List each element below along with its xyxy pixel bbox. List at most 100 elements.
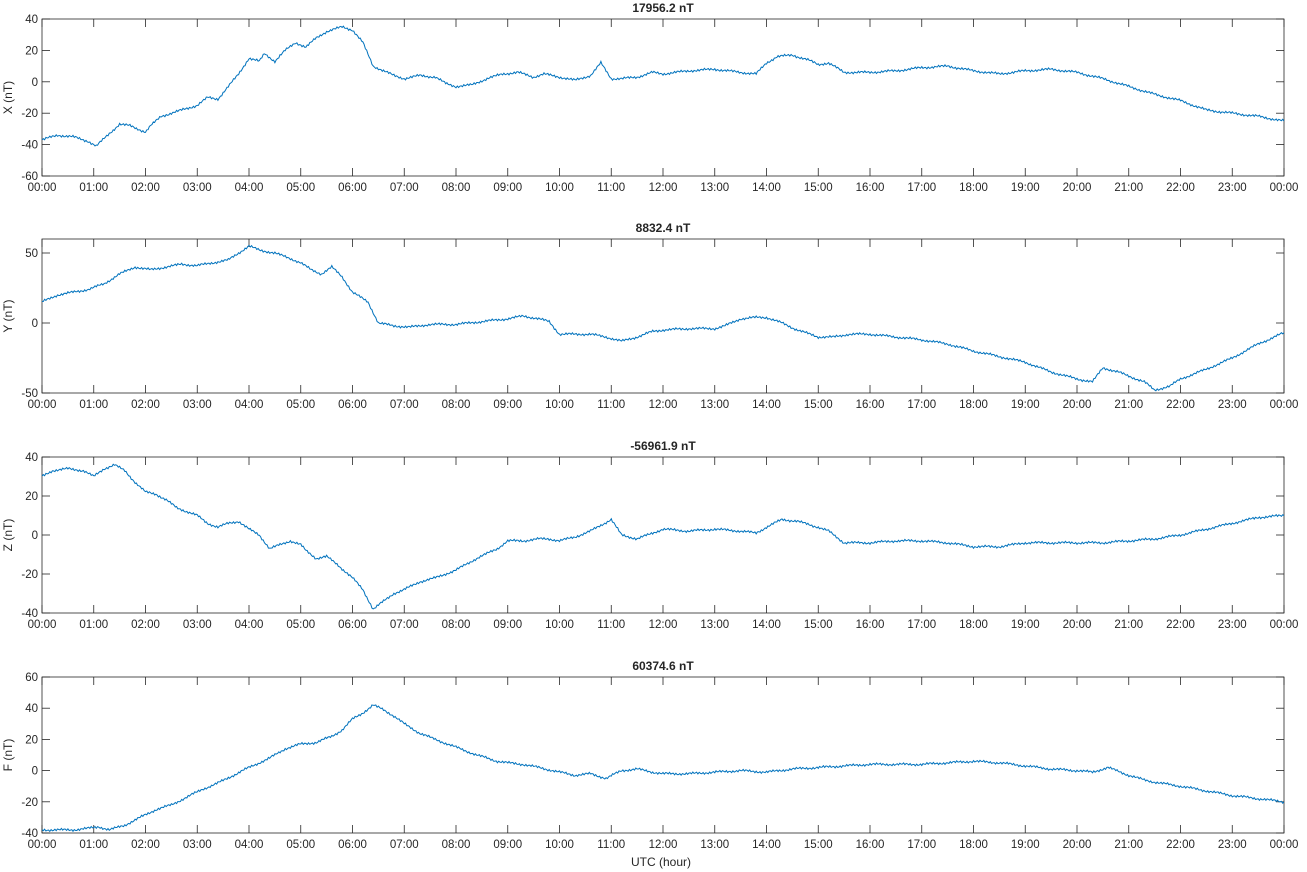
panel-f-xtick-label: 17:00 bbox=[907, 839, 936, 851]
panel-y-xtick-label: 01:00 bbox=[79, 399, 108, 411]
panel-y-xtick-label: 05:00 bbox=[286, 399, 315, 411]
panel-f-xtick-label: 20:00 bbox=[1063, 839, 1092, 851]
panel-y-xtick-label: 18:00 bbox=[959, 399, 988, 411]
panel-z-ylabel: Z (nT) bbox=[1, 519, 15, 552]
panel-f-ytick-label: 40 bbox=[25, 703, 38, 715]
panel-x-title: 17956.2 nT bbox=[632, 1, 694, 15]
panel-x-xtick-label: 15:00 bbox=[804, 182, 833, 194]
panel-y-xtick-label: 09:00 bbox=[493, 399, 522, 411]
panel-f-xtick-label: 15:00 bbox=[804, 839, 833, 851]
panel-f-xtick-label: 00:00 bbox=[28, 839, 57, 851]
panel-x-xtick-label: 19:00 bbox=[1011, 182, 1040, 194]
panel-z-xtick-label: 00:00 bbox=[28, 619, 57, 631]
panel-z-ytick-label: 20 bbox=[25, 491, 38, 503]
panel-y-xtick-label: 07:00 bbox=[390, 399, 419, 411]
panel-z-xtick-label: 11:00 bbox=[597, 619, 625, 631]
panel-f-xtick-label: 05:00 bbox=[286, 839, 315, 851]
panel-x-xtick-label: 14:00 bbox=[752, 182, 781, 194]
panel-x-ytick-label: 40 bbox=[25, 14, 38, 26]
panel-z-xtick-label: 06:00 bbox=[338, 619, 367, 631]
panel-x-xtick-label: 09:00 bbox=[493, 182, 522, 194]
panel-x-xtick-label: 16:00 bbox=[856, 182, 885, 194]
panel-f-xtick-label: 00:00 bbox=[1270, 839, 1299, 851]
panel-x-xtick-label: 23:00 bbox=[1218, 182, 1247, 194]
panel-y-xtick-label: 08:00 bbox=[442, 399, 471, 411]
panel-x-xtick-label: 03:00 bbox=[183, 182, 212, 194]
panel-z-xtick-label: 07:00 bbox=[390, 619, 419, 631]
panel-z-xtick-label: 17:00 bbox=[907, 619, 936, 631]
panel-f-ytick-label: -20 bbox=[21, 797, 38, 809]
panel-y-xtick-label: 00:00 bbox=[1270, 399, 1299, 411]
panel-x-xtick-label: 18:00 bbox=[959, 182, 988, 194]
panel-f-axes-box bbox=[41, 676, 1285, 834]
panel-x-xtick-label: 12:00 bbox=[649, 182, 678, 194]
panel-y-xtick-label: 06:00 bbox=[338, 399, 367, 411]
panel-f-xtick-label: 16:00 bbox=[856, 839, 885, 851]
panel-x-axes-box bbox=[41, 18, 1285, 177]
panel-z-series-line bbox=[42, 463, 1284, 610]
panel-y: 8832.4 nT Y (nT) -50 0 50 00:00 01:00 02:00 03:0… bbox=[1, 221, 1298, 411]
panel-z-xtick-label: 20:00 bbox=[1063, 619, 1092, 631]
panel-x-xtick-label: 17:00 bbox=[907, 182, 936, 194]
panel-f-xtick-label: 19:00 bbox=[1011, 839, 1040, 851]
panel-z-xtick-label: 22:00 bbox=[1166, 619, 1195, 631]
panel-z-xtick-label: 09:00 bbox=[493, 619, 522, 631]
panel-z-xtick-label: 03:00 bbox=[183, 619, 212, 631]
panel-y-xtick-label: 14:00 bbox=[752, 399, 781, 411]
panel-f-ytick-label: 20 bbox=[25, 734, 38, 746]
panel-x-xtick-label: 00:00 bbox=[1270, 182, 1299, 194]
panel-f-ytick-label: -40 bbox=[21, 828, 38, 840]
panel-y-xtick-label: 02:00 bbox=[131, 399, 160, 411]
panel-x-series-line bbox=[42, 25, 1284, 147]
panel-y-xtick-label: 13:00 bbox=[700, 399, 729, 411]
panel-x-ytick-label: -40 bbox=[21, 140, 38, 152]
panel-f-xtick-label: 09:00 bbox=[493, 839, 522, 851]
panel-y-xtick-label: 19:00 bbox=[1011, 399, 1040, 411]
panel-y-xtick-label: 03:00 bbox=[183, 399, 212, 411]
panel-z-ytick-label: -20 bbox=[21, 569, 38, 581]
panel-f-xtick-label: 08:00 bbox=[442, 839, 471, 851]
panel-z-xtick-label: 14:00 bbox=[752, 619, 781, 631]
panel-x-ytick-label: -20 bbox=[21, 108, 38, 120]
panel-y-xtick-label: 10:00 bbox=[545, 399, 574, 411]
panel-x-xtick-label: 01:00 bbox=[79, 182, 108, 194]
panel-f-xtick-label: 01:00 bbox=[79, 839, 108, 851]
panel-y-xtick-label: 17:00 bbox=[907, 399, 936, 411]
panel-x-ytick-label: 20 bbox=[25, 45, 38, 57]
panel-f-ytick-label: 0 bbox=[32, 766, 38, 778]
panel-y-series-line bbox=[42, 244, 1284, 392]
panel-y-axes-box bbox=[41, 238, 1285, 394]
panel-y-xtick-label: 12:00 bbox=[649, 399, 678, 411]
panel-x-ylabel: X (nT) bbox=[1, 81, 15, 114]
panel-x-xtick-label: 20:00 bbox=[1063, 182, 1092, 194]
panel-z: -56961.9 nT Z (nT) -40 -20 0 20 40 00:00 01:00 02… bbox=[1, 439, 1298, 631]
panel-f-series-line bbox=[42, 704, 1284, 833]
panel-f-xtick-label: 11:00 bbox=[597, 839, 625, 851]
panel-x-xtick-label: 04:00 bbox=[235, 182, 264, 194]
panel-x-xtick-label: 07:00 bbox=[390, 182, 419, 194]
panel-f-xtick-label: 12:00 bbox=[649, 839, 678, 851]
panel-y-xtick-label: 16:00 bbox=[856, 399, 885, 411]
panel-x-xtick-label: 06:00 bbox=[338, 182, 367, 194]
panel-z-ytick-label: 40 bbox=[25, 452, 38, 464]
panel-z-ytick-label: -40 bbox=[21, 608, 38, 620]
panel-x-xtick-label: 21:00 bbox=[1114, 182, 1143, 194]
panel-y-xtick-label: 23:00 bbox=[1218, 399, 1247, 411]
panel-z-xtick-label: 01:00 bbox=[79, 619, 108, 631]
panel-y-xtick-label: 20:00 bbox=[1063, 399, 1092, 411]
panel-z-xtick-label: 04:00 bbox=[235, 619, 264, 631]
panel-f-xtick-label: 14:00 bbox=[752, 839, 781, 851]
panel-x-xtick-label: 10:00 bbox=[545, 182, 574, 194]
panel-f-xtick-label: 03:00 bbox=[183, 839, 212, 851]
panel-f-xtick-label: 18:00 bbox=[959, 839, 988, 851]
panel-x-xtick-label: 11:00 bbox=[597, 182, 625, 194]
panel-y-xtick-label: 00:00 bbox=[28, 399, 57, 411]
panel-z-xtick-label: 23:00 bbox=[1218, 619, 1247, 631]
panel-z-xtick-label: 15:00 bbox=[804, 619, 833, 631]
panel-f-xtick-label: 07:00 bbox=[390, 839, 419, 851]
panel-y-xtick-label: 22:00 bbox=[1166, 399, 1195, 411]
panel-y-ytick-label: -50 bbox=[21, 388, 38, 400]
panel-z-xtick-label: 00:00 bbox=[1270, 619, 1299, 631]
panel-f-xtick-label: 04:00 bbox=[235, 839, 264, 851]
panel-f-xtick-label: 10:00 bbox=[545, 839, 574, 851]
